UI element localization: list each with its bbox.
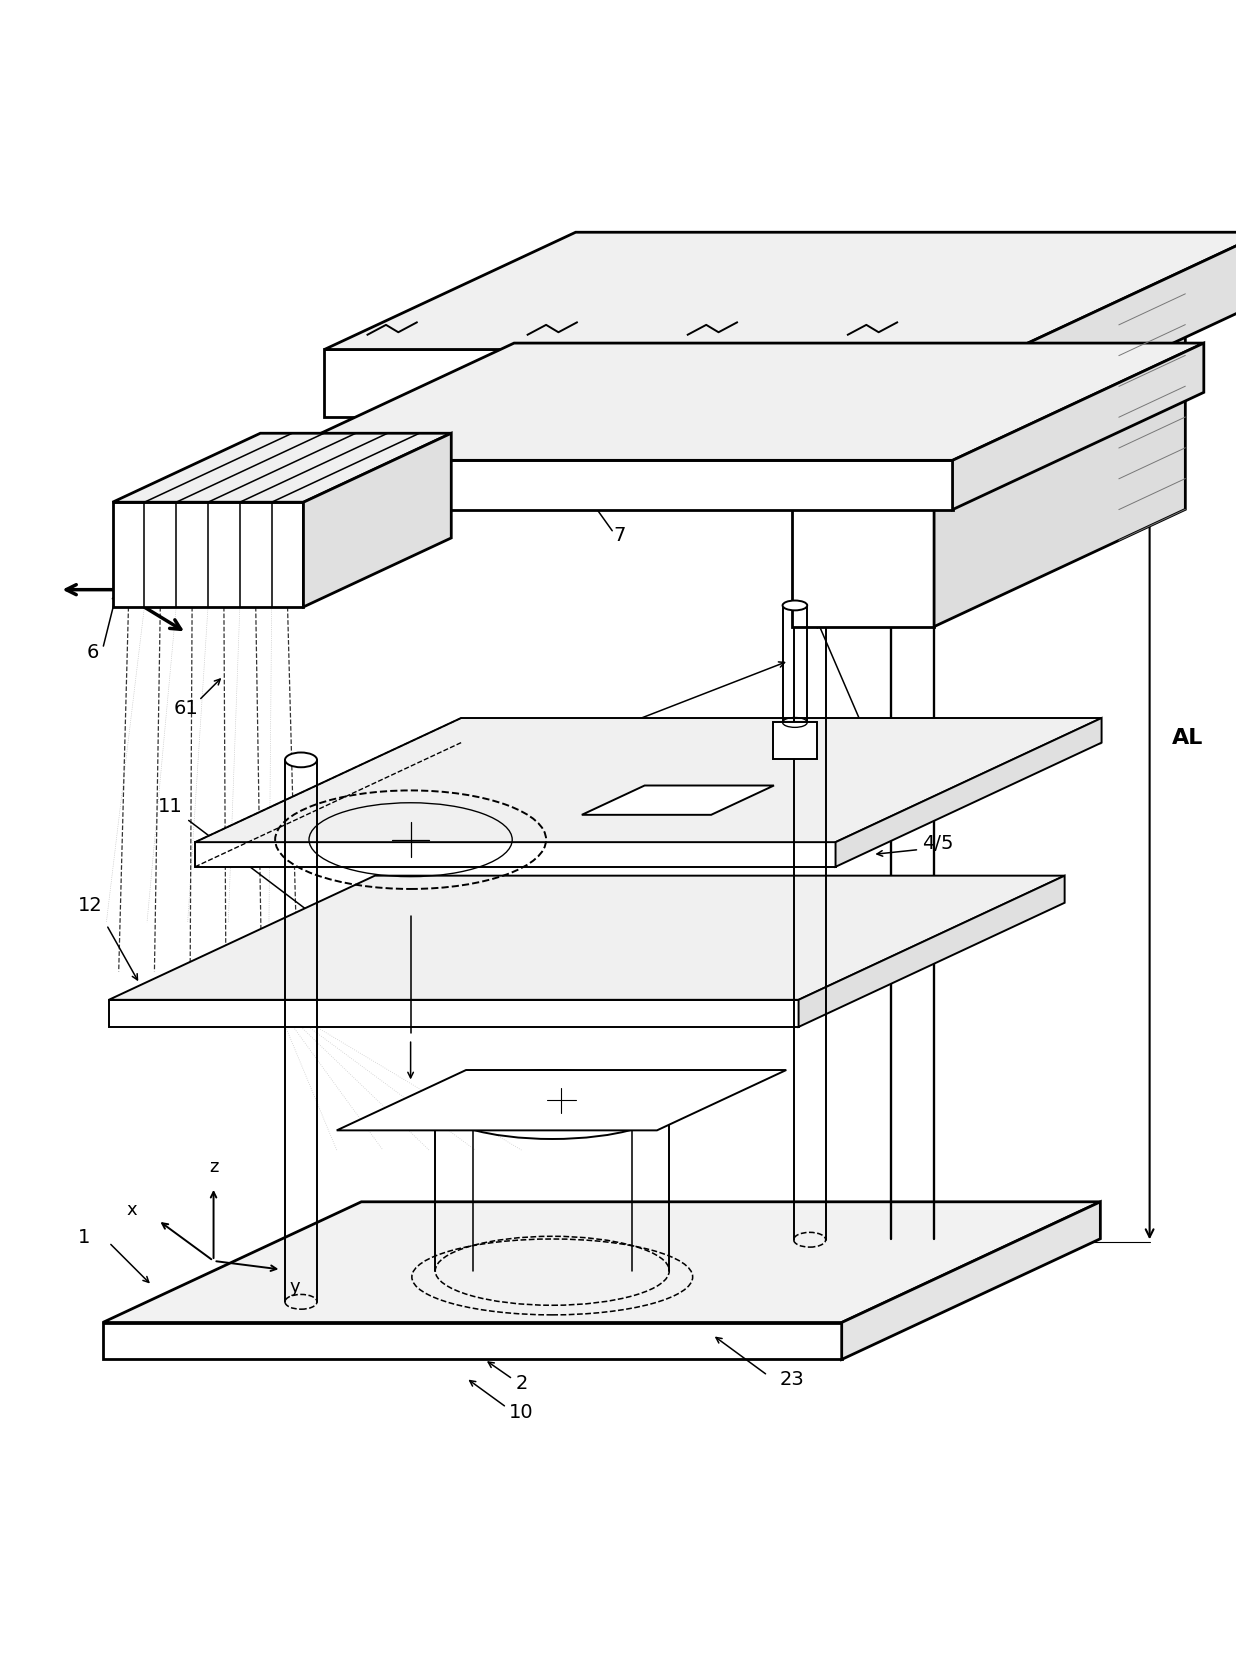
Ellipse shape (472, 1081, 632, 1128)
Polygon shape (773, 723, 817, 760)
Polygon shape (195, 719, 1101, 843)
Text: 7: 7 (614, 525, 626, 545)
Polygon shape (109, 877, 1065, 1000)
Text: 12: 12 (78, 895, 103, 915)
Polygon shape (109, 1000, 799, 1027)
Polygon shape (304, 433, 451, 607)
Ellipse shape (782, 601, 807, 611)
Text: 1: 1 (78, 1226, 91, 1246)
Polygon shape (103, 1323, 842, 1360)
Polygon shape (325, 233, 1240, 350)
Text: 61: 61 (174, 698, 198, 718)
Text: 53: 53 (348, 821, 373, 840)
Text: 20: 20 (645, 950, 670, 970)
Text: 11: 11 (157, 796, 182, 816)
Polygon shape (934, 264, 1185, 627)
Text: 3: 3 (934, 902, 946, 920)
Text: 52: 52 (479, 785, 503, 803)
Polygon shape (799, 877, 1065, 1027)
Text: 10: 10 (510, 1402, 533, 1422)
Polygon shape (792, 381, 934, 627)
Polygon shape (263, 345, 1204, 462)
Text: x: x (126, 1201, 138, 1218)
Ellipse shape (794, 586, 826, 601)
Polygon shape (195, 843, 836, 867)
Polygon shape (103, 1203, 1100, 1323)
Text: y: y (290, 1276, 300, 1295)
Polygon shape (113, 433, 451, 504)
Text: 51: 51 (539, 987, 564, 1007)
Text: 4/5: 4/5 (923, 833, 954, 853)
Text: z: z (208, 1158, 218, 1174)
Ellipse shape (285, 753, 317, 768)
Polygon shape (113, 504, 304, 607)
Text: 11: 11 (903, 785, 928, 803)
Text: 23: 23 (780, 1369, 805, 1389)
Text: 6: 6 (87, 642, 99, 663)
Polygon shape (337, 1071, 786, 1131)
Polygon shape (842, 1203, 1100, 1360)
Polygon shape (1014, 233, 1240, 418)
Text: AL: AL (1172, 728, 1203, 748)
Polygon shape (325, 350, 1014, 418)
Ellipse shape (435, 1071, 670, 1139)
Polygon shape (792, 264, 1185, 381)
Polygon shape (836, 719, 1101, 867)
Polygon shape (263, 462, 952, 510)
Text: 2: 2 (516, 1374, 528, 1392)
Text: 8: 8 (811, 582, 823, 601)
Polygon shape (582, 786, 774, 815)
Text: 13: 13 (521, 736, 546, 755)
Text: 62: 62 (203, 554, 228, 572)
Polygon shape (952, 345, 1204, 510)
